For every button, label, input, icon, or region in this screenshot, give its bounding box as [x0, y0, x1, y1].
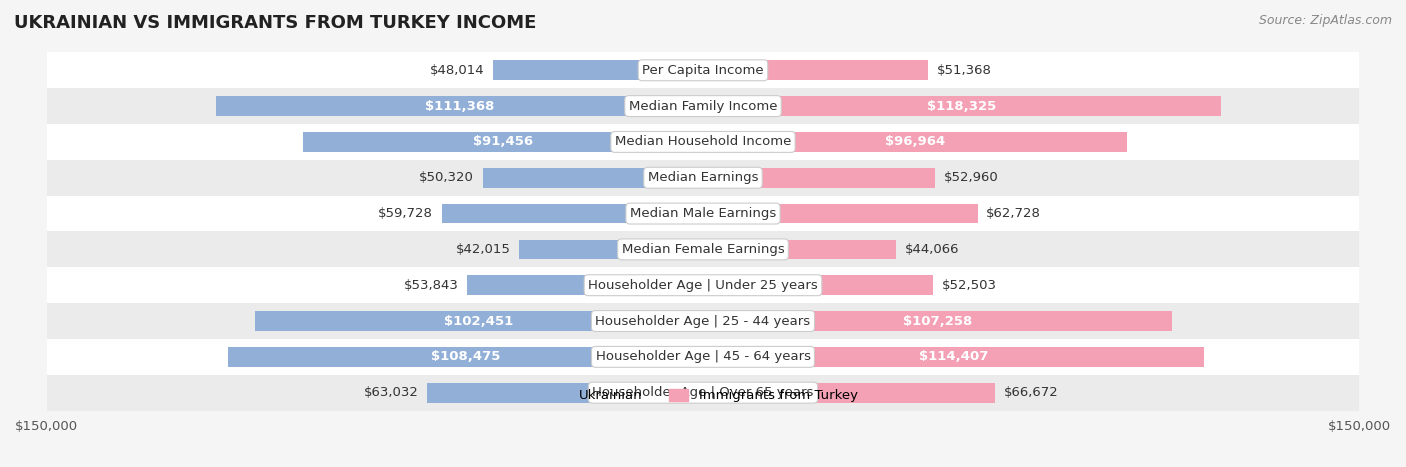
FancyBboxPatch shape	[46, 375, 1360, 410]
Text: $48,014: $48,014	[429, 64, 484, 77]
FancyBboxPatch shape	[46, 339, 1360, 375]
Text: Median Female Earnings: Median Female Earnings	[621, 243, 785, 256]
Text: $118,325: $118,325	[928, 99, 997, 113]
FancyBboxPatch shape	[703, 383, 995, 403]
Text: Median Family Income: Median Family Income	[628, 99, 778, 113]
FancyBboxPatch shape	[46, 232, 1360, 267]
Text: Median Male Earnings: Median Male Earnings	[630, 207, 776, 220]
Text: $53,843: $53,843	[404, 279, 458, 292]
Text: $107,258: $107,258	[903, 315, 973, 327]
FancyBboxPatch shape	[46, 52, 1360, 88]
Text: Householder Age | 25 - 44 years: Householder Age | 25 - 44 years	[595, 315, 811, 327]
Text: $102,451: $102,451	[444, 315, 513, 327]
FancyBboxPatch shape	[703, 204, 977, 223]
FancyBboxPatch shape	[482, 168, 703, 188]
Text: $63,032: $63,032	[364, 386, 419, 399]
Text: $91,456: $91,456	[472, 135, 533, 149]
Text: $52,960: $52,960	[943, 171, 998, 184]
Text: $114,407: $114,407	[918, 350, 988, 363]
Text: $108,475: $108,475	[432, 350, 501, 363]
Text: Median Earnings: Median Earnings	[648, 171, 758, 184]
Text: $96,964: $96,964	[884, 135, 945, 149]
FancyBboxPatch shape	[703, 132, 1128, 152]
Text: Householder Age | Over 65 years: Householder Age | Over 65 years	[592, 386, 814, 399]
Text: Householder Age | 45 - 64 years: Householder Age | 45 - 64 years	[596, 350, 810, 363]
FancyBboxPatch shape	[703, 311, 1173, 331]
FancyBboxPatch shape	[46, 88, 1360, 124]
FancyBboxPatch shape	[46, 267, 1360, 303]
FancyBboxPatch shape	[703, 60, 928, 80]
Text: Per Capita Income: Per Capita Income	[643, 64, 763, 77]
FancyBboxPatch shape	[302, 132, 703, 152]
FancyBboxPatch shape	[46, 124, 1360, 160]
FancyBboxPatch shape	[703, 168, 935, 188]
FancyBboxPatch shape	[228, 347, 703, 367]
FancyBboxPatch shape	[427, 383, 703, 403]
FancyBboxPatch shape	[46, 160, 1360, 196]
Text: $44,066: $44,066	[904, 243, 959, 256]
FancyBboxPatch shape	[494, 60, 703, 80]
Text: Householder Age | Under 25 years: Householder Age | Under 25 years	[588, 279, 818, 292]
FancyBboxPatch shape	[703, 96, 1220, 116]
FancyBboxPatch shape	[215, 96, 703, 116]
Legend: Ukrainian, Immigrants from Turkey: Ukrainian, Immigrants from Turkey	[543, 383, 863, 408]
FancyBboxPatch shape	[703, 240, 896, 259]
Text: $51,368: $51,368	[936, 64, 991, 77]
FancyBboxPatch shape	[441, 204, 703, 223]
Text: Source: ZipAtlas.com: Source: ZipAtlas.com	[1258, 14, 1392, 27]
Text: Median Household Income: Median Household Income	[614, 135, 792, 149]
Text: $62,728: $62,728	[986, 207, 1040, 220]
Text: $42,015: $42,015	[456, 243, 510, 256]
FancyBboxPatch shape	[703, 276, 932, 295]
Text: UKRAINIAN VS IMMIGRANTS FROM TURKEY INCOME: UKRAINIAN VS IMMIGRANTS FROM TURKEY INCO…	[14, 14, 537, 32]
Text: $111,368: $111,368	[425, 99, 494, 113]
Text: $59,728: $59,728	[378, 207, 433, 220]
FancyBboxPatch shape	[46, 196, 1360, 232]
FancyBboxPatch shape	[254, 311, 703, 331]
Text: $66,672: $66,672	[1004, 386, 1059, 399]
FancyBboxPatch shape	[703, 347, 1204, 367]
FancyBboxPatch shape	[467, 276, 703, 295]
FancyBboxPatch shape	[519, 240, 703, 259]
Text: $50,320: $50,320	[419, 171, 474, 184]
FancyBboxPatch shape	[46, 303, 1360, 339]
Text: $52,503: $52,503	[942, 279, 997, 292]
